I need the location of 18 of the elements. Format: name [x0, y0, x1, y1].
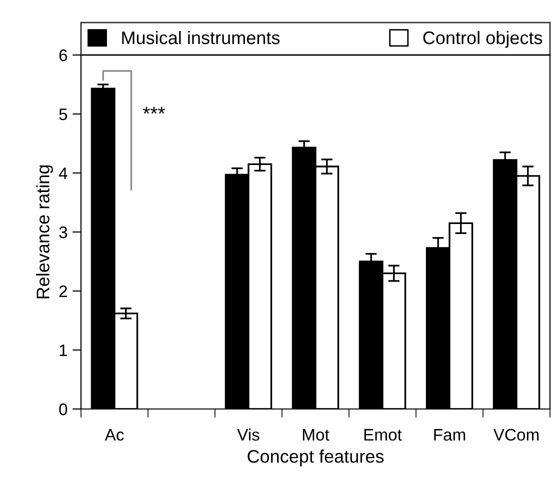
- y-tick-label: 4: [58, 168, 68, 180]
- x-axis-title: Concept features: [248, 450, 384, 466]
- y-tick-label: 0: [59, 403, 68, 416]
- legend-label: Control objects: [423, 30, 542, 48]
- x-tick-label: Emot: [364, 429, 402, 441]
- x-tick-label: VCom: [493, 428, 539, 441]
- y-tick-label: 6: [59, 49, 68, 62]
- y-axis-title: Relevance rating: [36, 165, 53, 298]
- y-tick-label: 3: [59, 226, 68, 238]
- y-tick-label: 2: [59, 285, 67, 298]
- legend-label: Musical instruments: [122, 30, 280, 44]
- y-tick-label: 5: [59, 108, 68, 120]
- y-tick-label: 1: [60, 344, 67, 356]
- x-tick-label: Fam: [434, 429, 466, 441]
- x-tick-label: Vis: [237, 428, 260, 441]
- x-tick-label: Ac: [104, 429, 124, 441]
- x-tick-label: Mot: [302, 429, 330, 441]
- annotation: ***: [142, 106, 166, 114]
